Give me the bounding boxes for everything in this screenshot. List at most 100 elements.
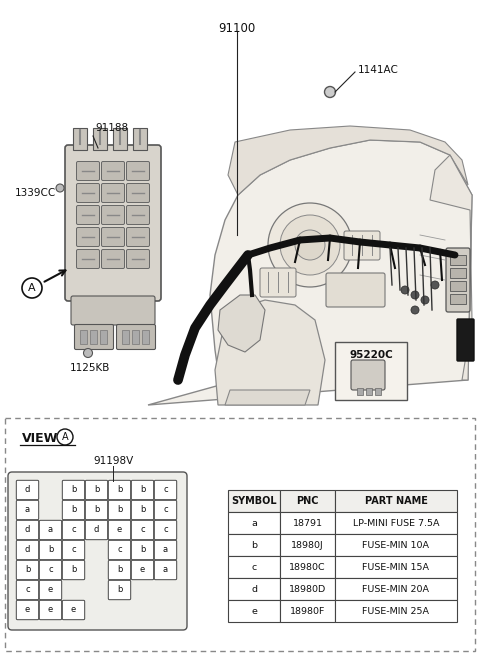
FancyBboxPatch shape xyxy=(74,325,113,350)
Circle shape xyxy=(84,348,93,358)
Text: A: A xyxy=(62,432,68,442)
FancyBboxPatch shape xyxy=(344,231,380,260)
Circle shape xyxy=(22,278,42,298)
Text: b: b xyxy=(117,565,122,575)
Circle shape xyxy=(268,203,352,287)
Circle shape xyxy=(421,296,429,304)
FancyBboxPatch shape xyxy=(154,541,177,560)
Bar xyxy=(366,388,372,395)
Bar xyxy=(228,578,280,600)
FancyBboxPatch shape xyxy=(154,501,177,520)
Circle shape xyxy=(57,429,73,445)
FancyBboxPatch shape xyxy=(16,541,39,560)
Text: a: a xyxy=(163,546,168,554)
Text: PART NAME: PART NAME xyxy=(365,496,427,506)
Text: PNC: PNC xyxy=(296,496,319,506)
Text: e: e xyxy=(251,607,257,615)
Text: b: b xyxy=(48,546,53,554)
FancyBboxPatch shape xyxy=(154,480,177,500)
Text: c: c xyxy=(71,546,76,554)
FancyBboxPatch shape xyxy=(85,501,108,520)
FancyBboxPatch shape xyxy=(16,501,39,520)
Bar xyxy=(450,294,466,304)
FancyBboxPatch shape xyxy=(446,248,470,312)
Text: d: d xyxy=(25,525,30,535)
Text: c: c xyxy=(140,525,145,535)
FancyBboxPatch shape xyxy=(39,541,62,560)
FancyBboxPatch shape xyxy=(39,520,62,540)
FancyBboxPatch shape xyxy=(132,541,154,560)
Text: c: c xyxy=(252,562,257,571)
Circle shape xyxy=(324,87,336,98)
FancyBboxPatch shape xyxy=(16,520,39,540)
Text: e: e xyxy=(48,586,53,594)
Text: VIEW: VIEW xyxy=(22,432,59,445)
FancyBboxPatch shape xyxy=(62,560,84,580)
FancyBboxPatch shape xyxy=(108,501,131,520)
Text: 1125KB: 1125KB xyxy=(70,363,110,373)
FancyBboxPatch shape xyxy=(16,581,39,600)
Text: A: A xyxy=(28,283,36,293)
Text: 1141AC: 1141AC xyxy=(358,65,399,75)
Text: FUSE-MIN 15A: FUSE-MIN 15A xyxy=(362,562,430,571)
Circle shape xyxy=(295,230,325,260)
Text: b: b xyxy=(71,506,76,514)
Text: 18791: 18791 xyxy=(292,518,323,527)
FancyBboxPatch shape xyxy=(101,205,124,224)
Text: b: b xyxy=(71,565,76,575)
Bar xyxy=(122,330,129,344)
Text: c: c xyxy=(48,565,53,575)
Bar xyxy=(450,255,466,265)
Text: e: e xyxy=(117,525,122,535)
Bar xyxy=(335,578,457,600)
FancyBboxPatch shape xyxy=(108,480,131,500)
Bar xyxy=(335,490,457,512)
Text: FUSE-MIN 25A: FUSE-MIN 25A xyxy=(362,607,430,615)
Bar xyxy=(450,281,466,291)
Bar xyxy=(228,512,280,534)
FancyBboxPatch shape xyxy=(16,480,39,500)
Bar xyxy=(133,128,147,150)
FancyBboxPatch shape xyxy=(76,161,99,180)
Text: c: c xyxy=(163,506,168,514)
Text: 91198V: 91198V xyxy=(93,456,133,466)
FancyBboxPatch shape xyxy=(62,480,84,500)
FancyBboxPatch shape xyxy=(154,560,177,580)
Text: b: b xyxy=(94,506,99,514)
FancyBboxPatch shape xyxy=(16,560,39,580)
Text: b: b xyxy=(140,485,145,495)
Text: b: b xyxy=(140,506,145,514)
Circle shape xyxy=(297,237,303,243)
Text: FUSE-MIN 20A: FUSE-MIN 20A xyxy=(362,584,430,594)
FancyBboxPatch shape xyxy=(39,581,62,600)
Bar xyxy=(73,128,87,150)
Text: FUSE-MIN 10A: FUSE-MIN 10A xyxy=(362,541,430,550)
Text: 18980F: 18980F xyxy=(290,607,325,615)
FancyBboxPatch shape xyxy=(76,184,99,203)
FancyBboxPatch shape xyxy=(85,480,108,500)
FancyBboxPatch shape xyxy=(76,228,99,247)
Circle shape xyxy=(387,242,393,248)
FancyBboxPatch shape xyxy=(260,268,296,297)
Text: b: b xyxy=(117,485,122,495)
FancyBboxPatch shape xyxy=(76,249,99,268)
Circle shape xyxy=(280,215,340,275)
Bar xyxy=(228,556,280,578)
FancyBboxPatch shape xyxy=(127,184,149,203)
FancyBboxPatch shape xyxy=(39,560,62,580)
Circle shape xyxy=(357,239,363,245)
FancyBboxPatch shape xyxy=(76,205,99,224)
Text: 18980D: 18980D xyxy=(289,584,326,594)
Bar xyxy=(280,512,335,534)
Bar xyxy=(142,330,149,344)
Text: b: b xyxy=(117,506,122,514)
FancyBboxPatch shape xyxy=(127,228,149,247)
FancyBboxPatch shape xyxy=(8,472,187,630)
Bar xyxy=(335,342,407,400)
FancyBboxPatch shape xyxy=(132,560,154,580)
Text: d: d xyxy=(25,546,30,554)
FancyBboxPatch shape xyxy=(108,541,131,560)
Bar xyxy=(357,388,363,395)
Text: b: b xyxy=(251,541,257,550)
FancyBboxPatch shape xyxy=(132,520,154,540)
